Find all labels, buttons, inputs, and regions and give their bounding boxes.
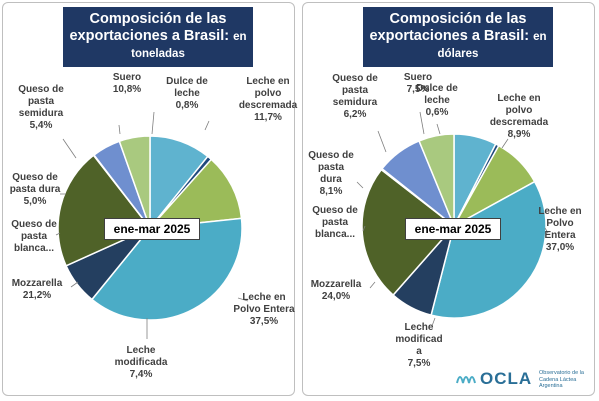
- chart-title-box: Composición de las exportaciones a Brasi…: [63, 7, 253, 67]
- slice-label: Queso de pasta semidura 5,4%: [18, 84, 64, 131]
- leader-line: [362, 225, 366, 232]
- slice-label: Queso de pasta blanca...: [312, 205, 358, 240]
- pie-slice: [118, 135, 151, 229]
- slice-label: Leche en Polvo Entera 37,5%: [233, 292, 295, 327]
- leader-line: [436, 123, 441, 135]
- period-label-right: ene-mar 2025: [405, 218, 501, 240]
- leader-line: [356, 181, 364, 189]
- slice-label: Mozzarella 24,0%: [311, 279, 362, 302]
- chart-title-line2: exportaciones a Brasil:: [69, 28, 230, 44]
- slice-label: Queso de pasta blanca...: [11, 219, 57, 254]
- chart-panel-toneladas: Composición de las exportaciones a Brasi…: [2, 2, 295, 396]
- slice-label: Dulce de leche 0,8%: [166, 76, 208, 111]
- period-label-left: ene-mar 2025: [104, 218, 200, 240]
- slice-label: Suero 7,5%: [404, 72, 432, 95]
- leader-line: [118, 124, 121, 135]
- pie-slice: [430, 180, 547, 319]
- chart-title-line1: Composición de las: [89, 11, 227, 27]
- ocla-logo-text: OCLA: [480, 369, 533, 388]
- ocla-wave-icon: [456, 376, 476, 384]
- leader-line: [369, 281, 376, 289]
- slice-label: Leche modificada 7,4%: [115, 345, 168, 380]
- slice-label: Dulce de leche 0,6%: [416, 83, 458, 118]
- pie-slice: [90, 217, 243, 321]
- leader-line: [501, 138, 509, 149]
- slice-label: Leche en Polvo Entera 37,0%: [538, 206, 581, 253]
- slice-label: Queso de pasta semidura 6,2%: [332, 73, 378, 120]
- leader-line: [544, 227, 549, 234]
- slice-label: Leche en polvo descremada 11,7%: [239, 76, 298, 123]
- leader-line: [70, 281, 79, 288]
- leader-line: [237, 297, 249, 302]
- leader-line: [419, 111, 425, 135]
- slice-label: Leche en polvo descremada 8,9%: [490, 93, 549, 140]
- slice-label: Suero 10,8%: [113, 72, 141, 95]
- chart-title-line1: Composición de las: [389, 11, 527, 27]
- slice-label: Mozzarella 21,2%: [12, 278, 63, 301]
- slice-label: Queso de pasta dura 8,1%: [308, 150, 354, 197]
- leader-line: [62, 138, 77, 159]
- chart-title-line2: exportaciones a Brasil:: [369, 28, 530, 44]
- chart-title-box: Composición de las exportaciones a Brasi…: [363, 7, 553, 67]
- leader-line: [431, 317, 436, 327]
- slice-label: Leche modificad a 7,5%: [395, 322, 442, 369]
- ocla-logo-tagline: Observatorio de la Cadena Láctea Argenti…: [539, 370, 584, 389]
- leader-line: [55, 232, 61, 236]
- chart-subtitle: en dólares: [437, 31, 547, 60]
- ocla-logo: OCLA Observatorio de la Cadena Láctea Ar…: [455, 367, 595, 395]
- slice-label: Queso de pasta dura 5,0%: [10, 172, 61, 207]
- pie-slice: [418, 133, 455, 227]
- leader-line: [204, 120, 210, 131]
- leader-line: [151, 111, 155, 135]
- chart-subtitle: en toneladas: [131, 31, 247, 60]
- pie-slice: [148, 158, 243, 229]
- leader-line: [377, 130, 387, 153]
